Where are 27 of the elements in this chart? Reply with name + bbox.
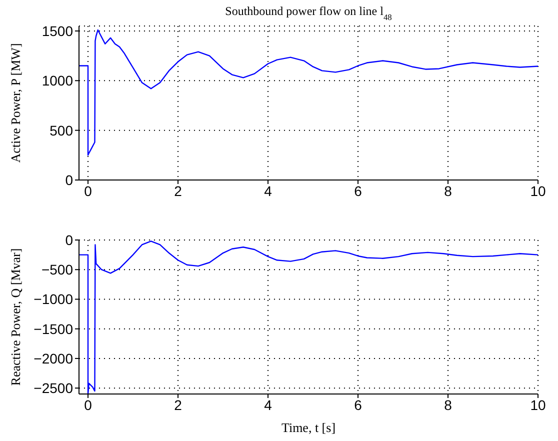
y-axis-title: Reactive Power, Q [Mvar] [8, 248, 23, 386]
x-tick-label: 8 [444, 396, 452, 413]
y-tick-label: 0 [65, 172, 74, 188]
y-tick-label: −1000 [34, 291, 74, 308]
y-axis-title: Active Power, P [MW] [8, 43, 23, 163]
x-tick-label: 10 [530, 182, 546, 199]
x-axis-title: Time, t [s] [281, 420, 336, 435]
x-tick-label: 0 [84, 182, 92, 199]
y-tick-label: −1500 [34, 320, 74, 337]
y-tick-label: 0 [65, 232, 74, 248]
x-tick-label: 6 [354, 182, 362, 199]
x-tick-label: 2 [174, 182, 182, 199]
x-tick-label: 10 [530, 396, 546, 413]
y-tick-label: −2000 [34, 350, 74, 366]
x-tick-label: 4 [264, 182, 272, 199]
y-tick-label: 1500 [42, 22, 74, 39]
y-tick-label: 1000 [42, 72, 74, 89]
y-tick-label: −500 [41, 262, 74, 278]
y-tick-label: 500 [50, 122, 74, 138]
x-tick-label: 2 [174, 396, 182, 413]
y-tick-label: −2500 [34, 380, 74, 396]
x-tick-label: 4 [264, 396, 272, 413]
line-series [79, 29, 538, 156]
x-tick-label: 8 [444, 182, 452, 199]
chart-title: Southbound power flow on line l$_{48}$ [225, 4, 392, 22]
x-tick-label: 0 [84, 396, 92, 413]
x-tick-label: 6 [354, 396, 362, 413]
